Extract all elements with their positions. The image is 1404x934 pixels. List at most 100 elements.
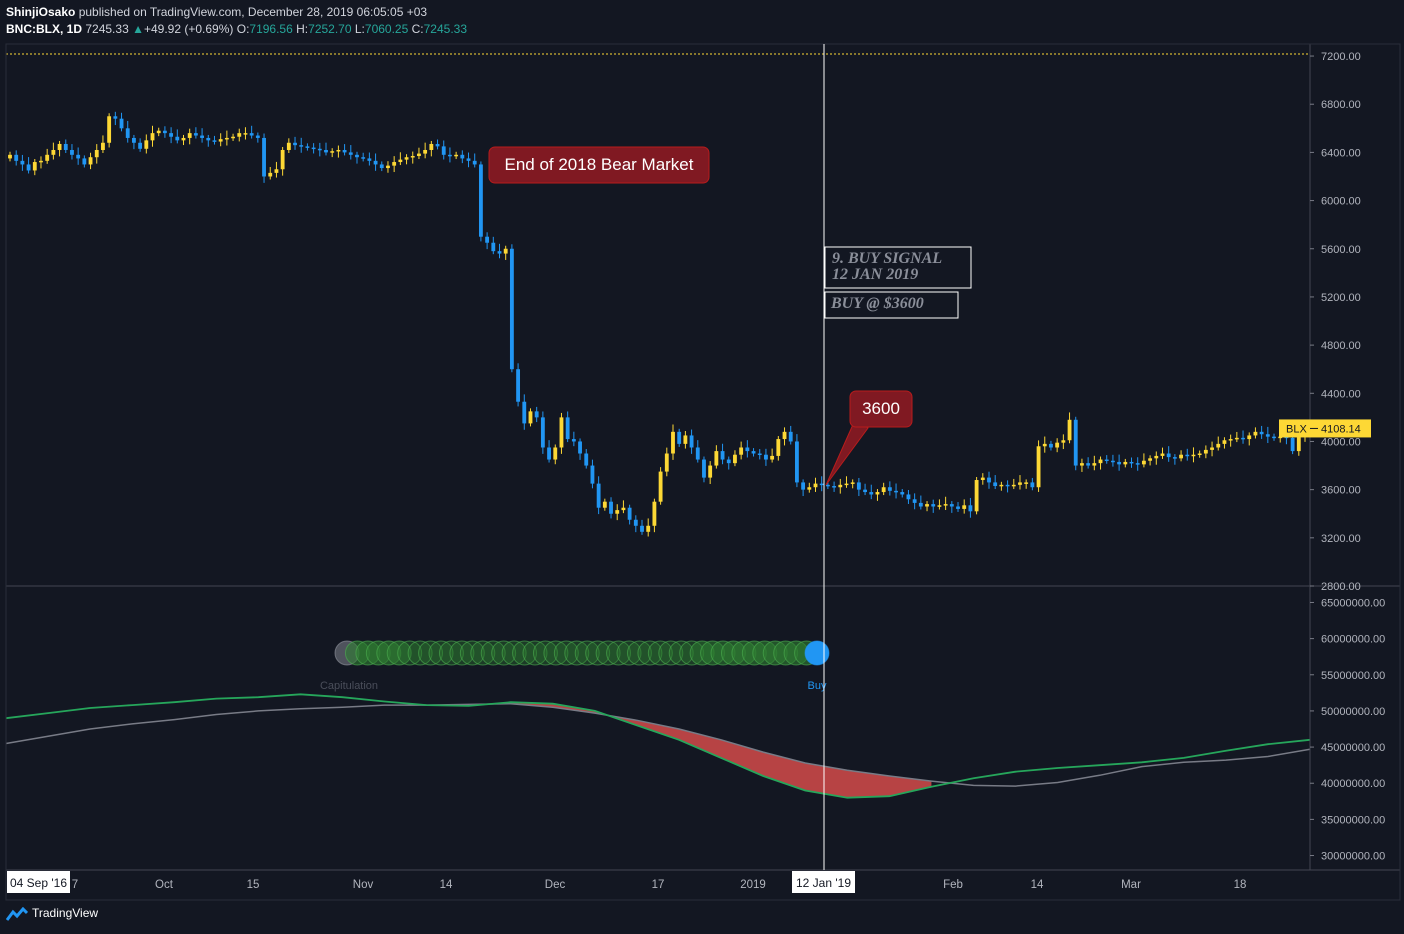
candle-body (1290, 437, 1295, 452)
candle-body (677, 431, 682, 444)
candle-body (1080, 463, 1084, 466)
candle-body (255, 135, 260, 138)
time-tick-label: 15 (247, 879, 260, 891)
change-arrow-icon: ▲ (132, 22, 144, 36)
candle-body (956, 506, 960, 509)
candle-body (336, 149, 341, 152)
candle-body (193, 133, 198, 136)
candle-body (224, 137, 229, 140)
price-tick-label: 5600.00 (1321, 244, 1361, 256)
candle-body (702, 459, 706, 478)
candle-body (863, 489, 867, 493)
signal-dot (585, 640, 611, 666)
candle-body (1061, 440, 1066, 443)
candle-body (101, 142, 105, 150)
candle-body (1110, 460, 1115, 463)
candle-body (1042, 443, 1047, 447)
candle-body (8, 154, 12, 159)
range-start-box (7, 871, 70, 893)
candle-body (39, 160, 43, 163)
candle-body (187, 133, 192, 138)
candle-body (1141, 460, 1146, 465)
candle-body (1135, 463, 1140, 465)
candle-body (689, 435, 694, 448)
candle-body (869, 492, 874, 495)
candle-body (268, 172, 273, 177)
candle-body (745, 447, 750, 452)
candle-body (565, 417, 570, 440)
candle-body (658, 471, 663, 502)
close-label: C: (411, 22, 424, 36)
price-pane[interactable] (6, 53, 1310, 537)
candle-body (881, 487, 886, 493)
candle-body (993, 482, 998, 487)
candle-body (615, 510, 620, 514)
tradingview-logo-icon[interactable] (5, 906, 29, 921)
symbol-label[interactable]: BNC:BLX, 1D (6, 22, 83, 36)
time-tick-label: Mar (1121, 879, 1141, 891)
candle-body (571, 439, 576, 442)
candle-body (497, 251, 502, 254)
candle-body (460, 154, 465, 159)
signal-dot (553, 640, 579, 666)
candle-body (553, 447, 558, 460)
candle-body (887, 487, 892, 491)
candle-body (708, 465, 713, 478)
indicator-pane[interactable]: Capitulation Buy (5, 640, 1311, 799)
candle-body (609, 501, 613, 514)
candle-body (1191, 454, 1196, 457)
open-value: 7196.56 (249, 22, 293, 36)
candle-body (1203, 449, 1208, 454)
price-tick-label: 6000.00 (1321, 196, 1361, 208)
candle-body (695, 447, 700, 460)
candle-body (410, 156, 415, 158)
signal-dot (459, 640, 485, 666)
signal-dot (647, 640, 673, 666)
brand-label[interactable]: TradingView (32, 906, 99, 920)
signal-dot (470, 640, 496, 666)
candle-body (305, 146, 310, 148)
candle-body (578, 441, 582, 454)
buy-price-label: BUY @ $3600 (830, 295, 924, 312)
signal-dot (397, 640, 423, 666)
signal-dot (407, 640, 433, 666)
high-value: 7252.70 (308, 22, 352, 36)
candle-body (32, 162, 37, 171)
signal-dot (428, 640, 454, 666)
candle-body (720, 451, 725, 460)
time-tick-label: Oct (155, 879, 174, 891)
candle-body (379, 164, 384, 169)
candle-body (1067, 419, 1072, 441)
last-price: 7245.33 (85, 22, 129, 36)
candle-body (57, 143, 62, 150)
candle-body (664, 453, 669, 472)
candle-body (974, 480, 979, 512)
signal-dot (522, 640, 548, 666)
candle-body (646, 525, 651, 532)
indicator-tick-label: 60000000.00 (1321, 634, 1385, 646)
signal-dot (449, 640, 475, 666)
candle-body (1216, 443, 1221, 448)
candle-body (162, 130, 167, 134)
candle-body (1210, 447, 1214, 450)
candle-body (125, 128, 130, 138)
candle-body (1259, 431, 1264, 435)
candle-body (559, 417, 564, 448)
author-name[interactable]: ShinjiOsako (6, 5, 76, 19)
candle-body (912, 499, 917, 503)
price-tick-label: 5200.00 (1321, 292, 1361, 304)
crosshair-time-label: 12 Jan '19 (796, 876, 851, 890)
candle-body (547, 447, 551, 460)
price-tick-label: 6800.00 (1321, 99, 1361, 111)
candle-body (621, 507, 626, 511)
candle-body (770, 455, 775, 460)
candle-body (528, 411, 533, 424)
candle-body (832, 486, 837, 488)
candle-body (540, 417, 545, 448)
candle-body (509, 248, 514, 370)
indicator-tick-label: 50000000.00 (1321, 706, 1385, 718)
low-value: 7060.25 (364, 22, 409, 36)
candle-body (825, 484, 830, 487)
candle-body (51, 149, 56, 155)
